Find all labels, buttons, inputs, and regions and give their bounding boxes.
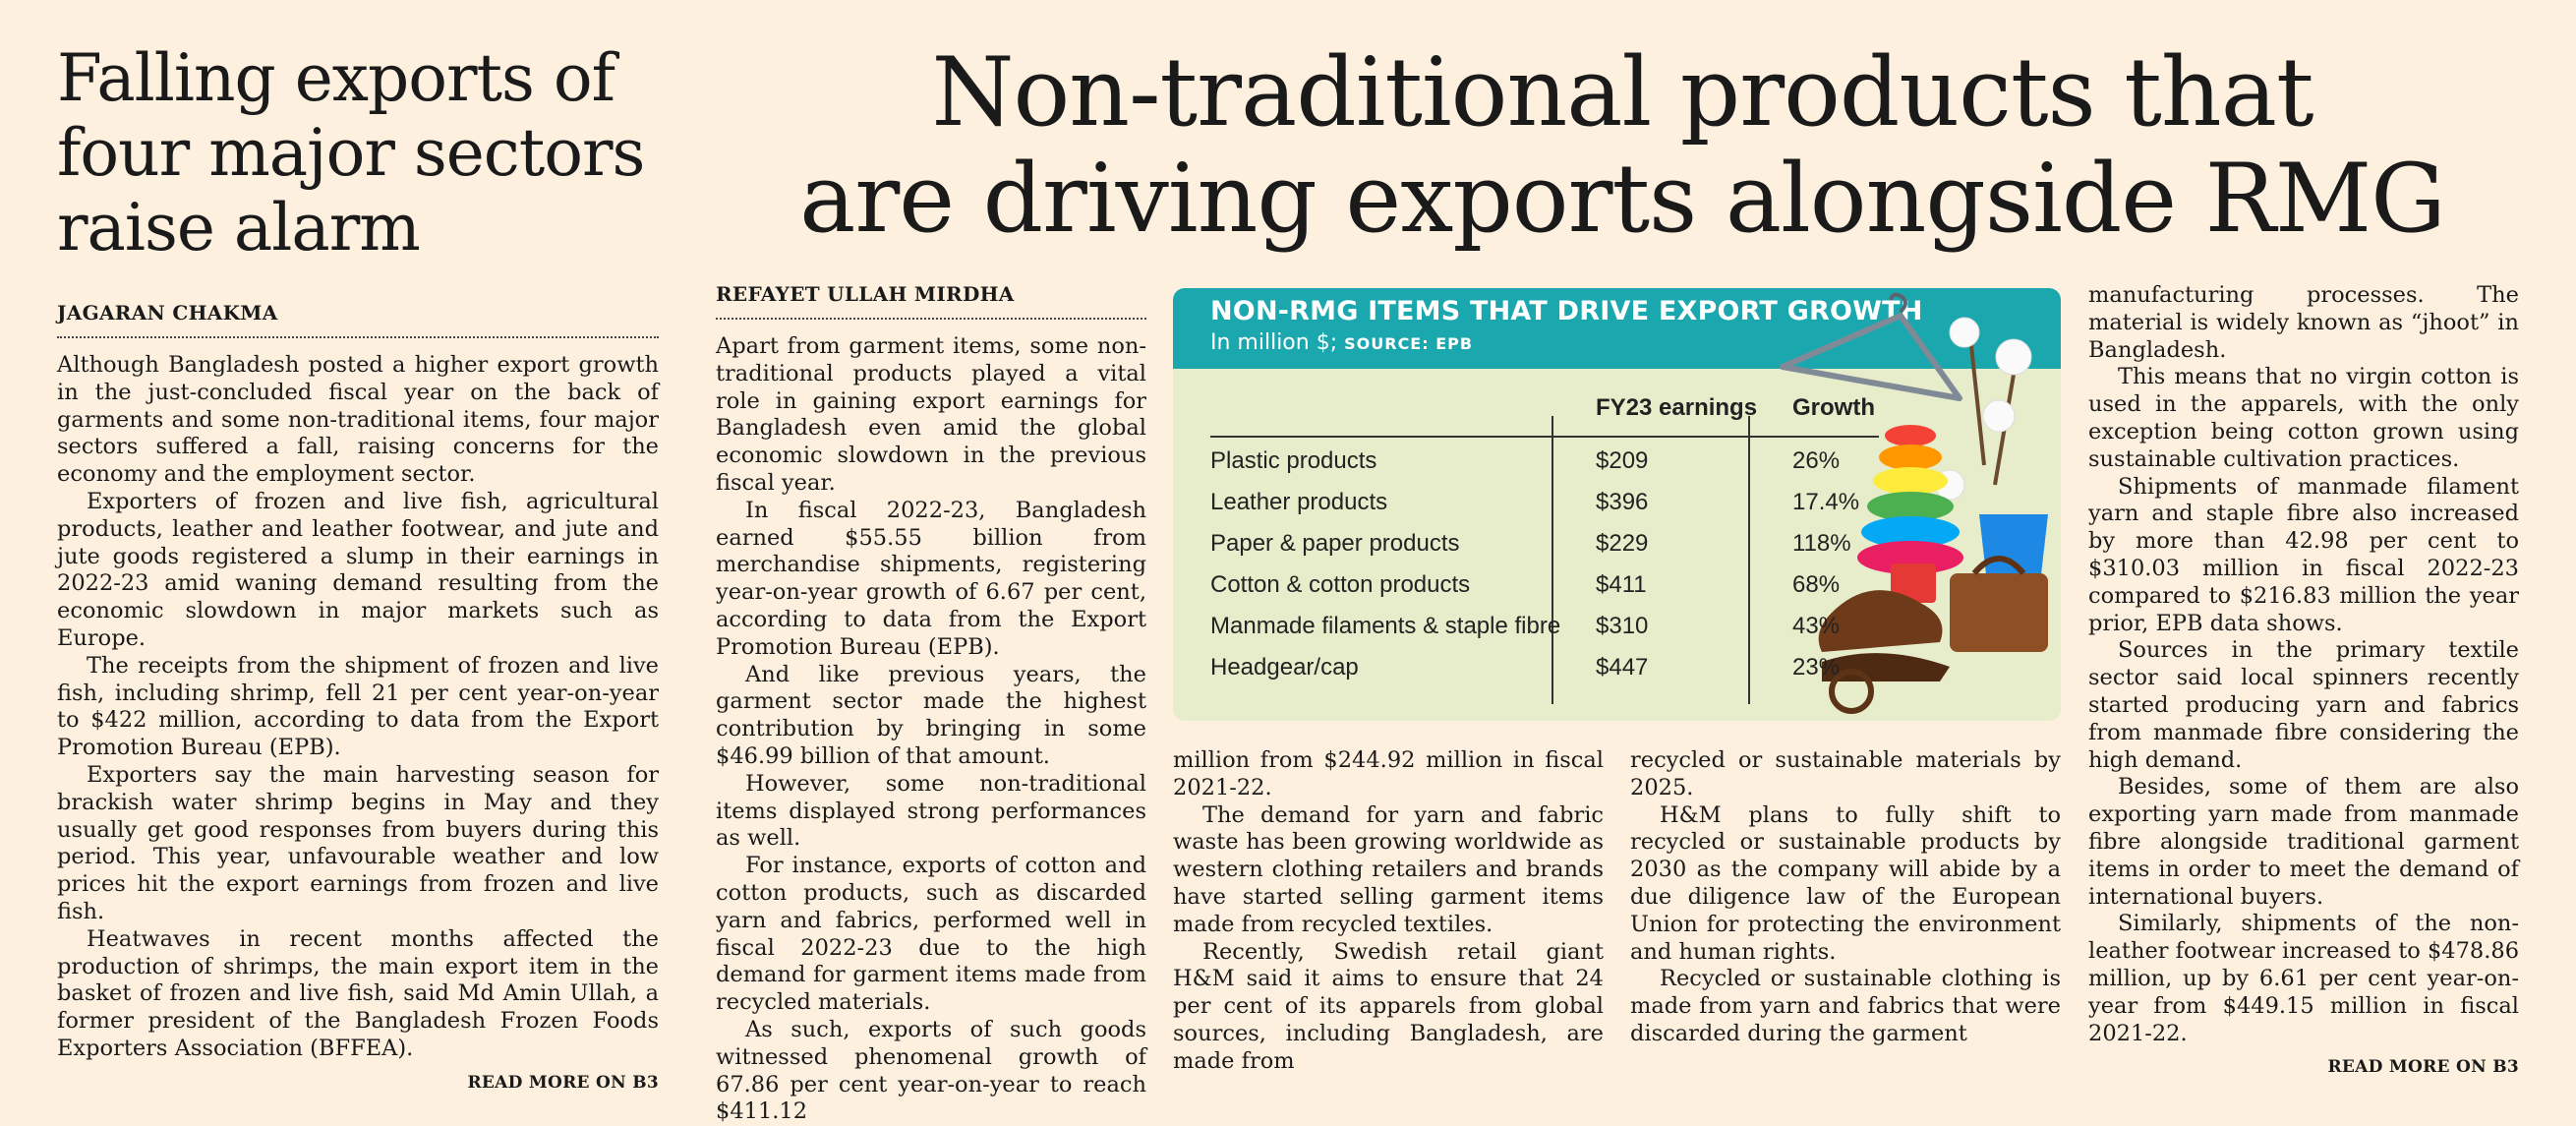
main-column-2: million from $244.92 million in fiscal 2… (1173, 747, 1604, 1076)
table-divider (1551, 416, 1553, 704)
main-paragraph: Shipments of manmade filament yarn and s… (2088, 473, 2519, 636)
left-headline: Falling exports of four major sectors ra… (57, 40, 645, 266)
main-paragraph: recycled or sustainable materials by 202… (1630, 747, 2061, 800)
main-paragraph: The demand for yarn and fabric waste has… (1173, 801, 1604, 937)
growth-value: 68% (1792, 571, 1841, 598)
growth-value: 23% (1792, 654, 1841, 681)
left-paragraph: The receipts from the shipment of frozen… (57, 652, 659, 761)
item-label: Headgear/cap (1210, 654, 1359, 681)
left-story-body: Although Bangladesh posted a higher expo… (57, 352, 659, 1063)
graphic-subtitle: In million $; SOURCE: EPB (1210, 330, 2061, 355)
table-row: Plastic products $209 26% (1210, 447, 1899, 489)
main-headline-line1: Non-traditional products that (931, 37, 2313, 148)
main-paragraph: Sources in the primary textile sector sa… (2088, 637, 2519, 773)
graphic-unit: In million $; (1210, 330, 1338, 355)
growth-value: 118% (1792, 530, 1851, 557)
item-label: Leather products (1210, 489, 1388, 515)
main-read-more: READ MORE ON B3 (2327, 1057, 2519, 1078)
plastic-toy-icon (1857, 425, 1963, 574)
bucket-icon (1891, 514, 2048, 603)
left-byline: JAGARAN CHAKMA (57, 301, 659, 338)
main-paragraph: million from $244.92 million in fiscal 2… (1173, 747, 1604, 800)
left-story-column: JAGARAN CHAKMA Although Bangladesh poste… (57, 301, 659, 1093)
leather-bag-icon (1950, 556, 2048, 652)
item-label: Manmade filaments & staple fibre (1210, 613, 1561, 639)
main-paragraph: This means that no virgin cotton is used… (2088, 364, 2519, 472)
table-divider (1748, 416, 1750, 704)
main-headline: Non-traditional products that are drivin… (747, 39, 2497, 252)
earnings-value: $411 (1596, 571, 1647, 598)
main-paragraph: As such, exports of such goods witnessed… (716, 1016, 1146, 1125)
leather-shoe-icon (1818, 590, 1950, 714)
main-paragraph: Apart from garment items, some non-tradi… (716, 333, 1146, 496)
left-read-more: READ MORE ON B3 (467, 1072, 659, 1093)
earnings-value: $209 (1596, 447, 1649, 474)
main-column-3: recycled or sustainable materials by 202… (1630, 747, 2061, 1048)
left-paragraph: Although Bangladesh posted a higher expo… (57, 352, 659, 488)
main-paragraph: In fiscal 2022-23, Bangladesh earned $55… (716, 497, 1146, 660)
table-row: Manmade filaments & staple fibre $310 43… (1210, 613, 1899, 654)
item-label: Plastic products (1210, 447, 1377, 474)
earnings-value: $396 (1596, 489, 1649, 515)
earnings-value: $310 (1596, 613, 1649, 639)
table-row: Paper & paper products $229 118% (1210, 530, 1899, 571)
cotton-icon (1934, 317, 2032, 501)
main-paragraph: For instance, exports of cotton and cott… (716, 853, 1146, 1016)
left-paragraph: Heatwaves in recent months affected the … (57, 925, 659, 1061)
growth-value: 17.4% (1792, 489, 1860, 515)
main-paragraph: Similarly, shipments of the non-leather … (2088, 911, 2520, 1046)
graphic-source: SOURCE: EPB (1344, 334, 1474, 353)
main-paragraph: Besides, some of them are also exporting… (2088, 774, 2519, 910)
main-paragraph: However, some non-traditional items disp… (716, 770, 1146, 852)
col-growth-header: Growth (1792, 394, 1875, 421)
main-column-1: REFAYET ULLAH MIRDHA Apart from garment … (716, 282, 1146, 1126)
table-row: Headgear/cap $447 23% (1210, 654, 1899, 695)
growth-value: 43% (1792, 613, 1841, 639)
main-headline-line2: are driving exports alongside RMG (799, 144, 2446, 254)
main-paragraph: And like previous years, the garment sec… (716, 661, 1146, 769)
growth-value: 26% (1792, 447, 1841, 474)
main-col1-body: Apart from garment items, some non-tradi… (716, 333, 1146, 1126)
graphic-title: NON-RMG ITEMS THAT DRIVE EXPORT GROWTH (1210, 296, 1923, 326)
table-header-rule (1210, 436, 1879, 438)
item-label: Paper & paper products (1210, 530, 1460, 557)
main-column-4: manufacturing processes. The material is… (2088, 282, 2519, 1077)
col-earnings-header: FY23 earnings (1596, 394, 1758, 421)
export-growth-graphic: NON-RMG ITEMS THAT DRIVE EXPORT GROWTH I… (1173, 288, 2061, 721)
main-byline: REFAYET ULLAH MIRDHA (716, 282, 1146, 320)
left-paragraph: Exporters of frozen and live fish, agric… (57, 488, 659, 651)
table-header-row: FY23 earnings Growth (1210, 394, 1899, 436)
item-label: Cotton & cotton products (1210, 571, 1471, 598)
products-illustration-icon (1780, 292, 2048, 714)
earnings-value: $447 (1596, 654, 1649, 681)
hanger-icon (1780, 292, 1962, 401)
earnings-value: $229 (1596, 530, 1649, 557)
main-paragraph: Recently, Swedish retail giant H&M said … (1173, 938, 1604, 1074)
main-paragraph: H&M plans to fully shift to recycled or … (1630, 801, 2061, 965)
main-paragraph: Recycled or sustainable clothing is made… (1630, 966, 2061, 1046)
table-row: Cotton & cotton products $411 68% (1210, 571, 1899, 613)
main-paragraph: manufacturing processes. The material is… (2088, 282, 2519, 363)
table-row: Leather products $396 17.4% (1210, 489, 1899, 530)
left-paragraph: Exporters say the main harvesting season… (57, 761, 659, 924)
